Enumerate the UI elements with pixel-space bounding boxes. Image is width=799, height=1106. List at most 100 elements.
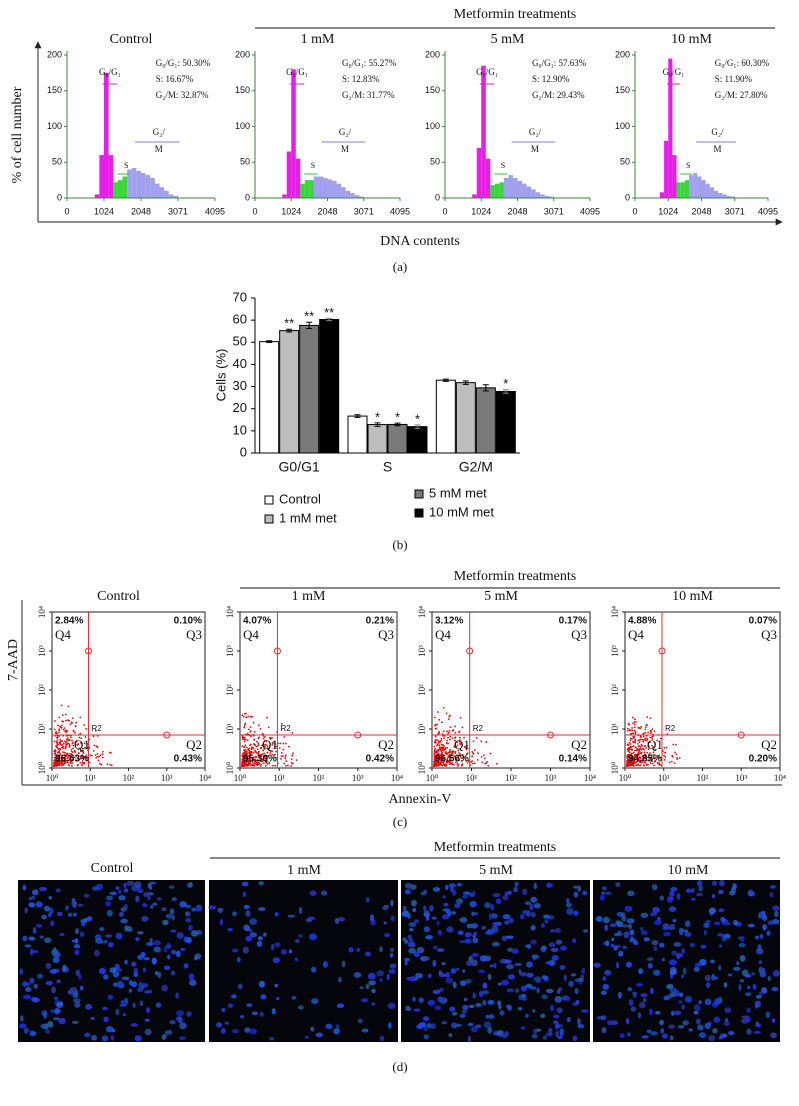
event-dot (676, 758, 679, 761)
event-dot (465, 753, 468, 756)
y-axis-label: % of cell number (10, 86, 25, 183)
nucleus (714, 921, 721, 926)
nucleus (436, 948, 445, 952)
nucleus (746, 1007, 751, 1013)
event-dot (628, 723, 631, 726)
y-tick-label: 60 (233, 312, 247, 327)
nucleus (696, 880, 703, 887)
event-dot (651, 744, 653, 747)
nucleus (315, 1032, 323, 1038)
bar (173, 195, 179, 198)
x-tick-label: S (383, 459, 392, 475)
event-dot (484, 762, 487, 765)
nucleus (463, 997, 468, 1002)
event-dot (53, 759, 56, 762)
x-tick-label: 10⁰ (619, 773, 632, 783)
event-dot (658, 763, 661, 766)
nucleus (144, 1028, 152, 1036)
event-dot (456, 744, 459, 747)
nucleus (678, 992, 684, 998)
event-dot (274, 740, 276, 743)
event-dot (670, 760, 673, 763)
nucleus (740, 935, 745, 942)
nucleus (772, 905, 780, 911)
nucleus (59, 932, 65, 937)
bar (709, 187, 714, 198)
bar (526, 186, 532, 198)
nucleus (124, 959, 128, 965)
event-dot (436, 723, 438, 726)
nucleus (626, 918, 635, 924)
event-dot (638, 748, 641, 751)
event-dot (664, 751, 667, 754)
event-dot (101, 756, 104, 759)
event-dot (291, 754, 294, 757)
quadrant-percentage: 0.43% (174, 754, 202, 765)
nucleus (602, 976, 607, 982)
event-dot (495, 762, 498, 765)
nucleus (132, 1002, 136, 1009)
quadrant-percentage: 0.10% (174, 616, 202, 627)
event-dot (290, 762, 293, 764)
event-dot (439, 757, 441, 760)
nucleus (161, 1034, 166, 1041)
bar (730, 196, 735, 198)
bar (322, 177, 328, 198)
nucleus (543, 914, 550, 919)
event-dot (274, 764, 277, 767)
nucleus (529, 903, 534, 911)
event-dot (81, 761, 84, 764)
error-bar (502, 389, 509, 394)
nucleus (31, 950, 39, 954)
nucleus (52, 956, 60, 964)
event-dot (635, 756, 637, 758)
event-dot (249, 764, 252, 767)
gate-label: G₀/G₁ (476, 67, 498, 77)
event-dot (62, 742, 65, 745)
nucleus (599, 894, 605, 901)
event-dot (644, 731, 647, 734)
nucleus (98, 967, 106, 975)
event-dot (57, 736, 59, 739)
nucleus (655, 1011, 661, 1015)
event-dot (638, 752, 641, 755)
event-dot (66, 740, 68, 743)
nucleus (427, 999, 436, 1006)
nucleus (451, 911, 456, 915)
nucleus (119, 1003, 127, 1007)
event-dot (65, 741, 67, 744)
nucleus (467, 1022, 474, 1027)
nucleus (383, 921, 387, 925)
nucleus (770, 1032, 777, 1039)
bar (705, 183, 710, 198)
y-tick-label: 20 (233, 400, 247, 415)
nucleus (583, 929, 589, 933)
event-dot (640, 743, 643, 746)
y-tick-label: 10⁰ (37, 761, 47, 774)
event-dot (58, 741, 61, 744)
y-tick-label: 10¹ (37, 723, 47, 735)
event-dot (437, 760, 440, 763)
event-dot (649, 762, 652, 764)
nucleus (762, 923, 767, 931)
nucleus (468, 1004, 475, 1009)
nucleus (669, 1035, 674, 1041)
caption: (b) (392, 537, 407, 552)
event-dot (285, 760, 288, 763)
event-dot (96, 753, 99, 755)
bar (722, 194, 727, 198)
event-dot (285, 765, 287, 767)
y-tick-label: 10¹ (225, 723, 235, 735)
event-dot (630, 753, 633, 755)
nucleus (669, 969, 678, 975)
nucleus (431, 916, 438, 920)
significance: * (503, 376, 508, 391)
nucleus (767, 975, 771, 982)
bar (304, 180, 310, 198)
event-dot (634, 718, 636, 721)
gate-label: R2 (91, 724, 102, 733)
nucleus (514, 881, 519, 887)
nucleus (765, 1011, 771, 1018)
event-dot (452, 757, 455, 760)
nucleus (441, 1021, 448, 1025)
